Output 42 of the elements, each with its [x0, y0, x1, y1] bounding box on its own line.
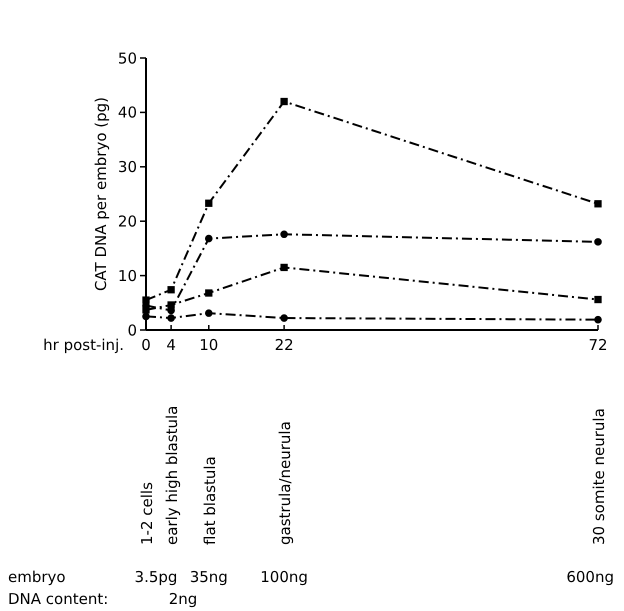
point [204, 234, 213, 242]
x-tick-label: 10 [199, 336, 218, 354]
text: flat blastula [200, 456, 219, 545]
text: DNA content: [8, 590, 108, 608]
text: 2ng [168, 590, 198, 608]
text: 100ng [260, 568, 308, 586]
point [142, 312, 150, 320]
text: 3.5pg [134, 568, 178, 586]
y-tick-label: 50 [118, 49, 137, 68]
point [594, 200, 602, 208]
y-tick-label: 40 [118, 104, 137, 122]
point [204, 309, 213, 317]
point [280, 314, 288, 322]
point [167, 314, 175, 322]
x-tick-label: 72 [588, 336, 608, 354]
x-tick-label: 4 [166, 336, 176, 354]
point [594, 296, 602, 304]
text: 35ng [190, 568, 228, 586]
point [594, 238, 602, 246]
point [167, 286, 175, 294]
point [280, 230, 288, 238]
x-tick-label: 0 [141, 336, 151, 354]
text: early high blastula [163, 406, 182, 545]
point [205, 200, 212, 207]
y-tick-label: 10 [118, 266, 137, 285]
x-tick-label: 22 [274, 336, 294, 354]
text: 1-2 cells [138, 482, 156, 545]
point [205, 289, 212, 297]
text: 600ng [566, 568, 614, 586]
point [142, 306, 150, 314]
x-axis-title: hr post-inj. [43, 336, 124, 354]
y-tick-label: 30 [118, 158, 137, 176]
text: 30 somite neurula [590, 408, 608, 545]
point [280, 264, 288, 272]
point [594, 316, 602, 324]
point [167, 301, 175, 309]
point [280, 98, 288, 106]
y-axis-title: CAT DNA per embryo (pg) [92, 96, 110, 292]
text: gastrula/neurula [276, 421, 294, 545]
y-tick-label: 0 [127, 321, 137, 340]
text: embryo [8, 568, 66, 586]
y-tick-label: 20 [118, 212, 137, 230]
